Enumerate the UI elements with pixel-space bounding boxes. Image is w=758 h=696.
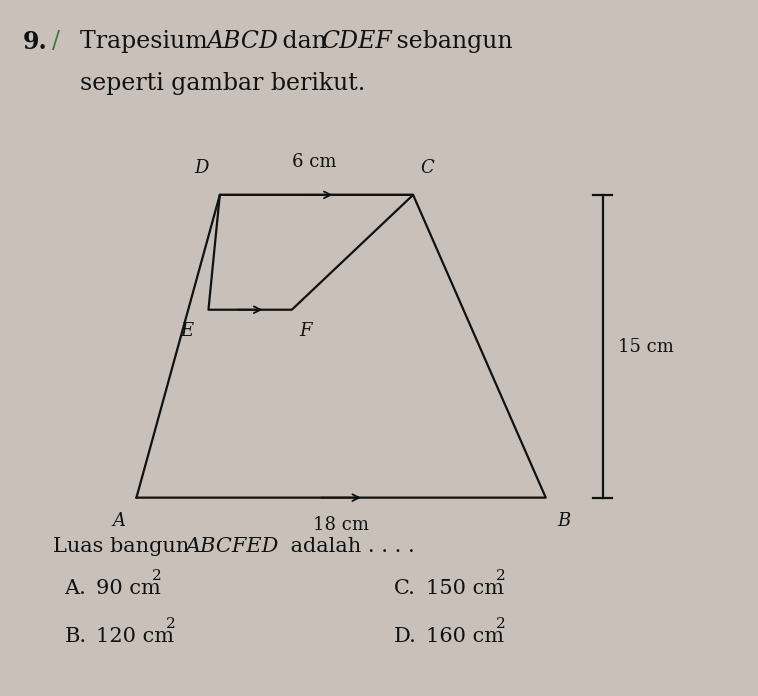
Text: 2: 2 — [166, 617, 176, 631]
Text: 160 cm: 160 cm — [426, 627, 504, 647]
Text: adalah . . . .: adalah . . . . — [284, 537, 415, 556]
Text: E: E — [180, 322, 193, 340]
Text: 9.: 9. — [23, 30, 47, 54]
Text: /: / — [52, 30, 60, 54]
Text: 2: 2 — [152, 569, 162, 583]
Text: sebangun: sebangun — [389, 30, 512, 54]
Text: ABCD: ABCD — [207, 30, 279, 54]
Text: Trapesium: Trapesium — [80, 30, 215, 54]
Text: dan: dan — [275, 30, 334, 54]
Text: 150 cm: 150 cm — [426, 578, 504, 598]
Text: seperti gambar berikut.: seperti gambar berikut. — [80, 72, 365, 95]
Text: 120 cm: 120 cm — [96, 627, 174, 647]
Text: B: B — [557, 512, 570, 530]
Text: A: A — [112, 512, 125, 530]
Text: 90 cm: 90 cm — [96, 578, 161, 598]
Text: ABCFED: ABCFED — [186, 537, 279, 556]
Text: 18 cm: 18 cm — [313, 516, 369, 535]
Text: B.: B. — [64, 627, 86, 647]
Text: C: C — [421, 159, 434, 177]
Text: D.: D. — [394, 627, 417, 647]
Text: Luas bangun: Luas bangun — [53, 537, 196, 556]
Text: 2: 2 — [496, 617, 506, 631]
Text: 2: 2 — [496, 569, 506, 583]
Text: 6 cm: 6 cm — [293, 152, 337, 171]
Text: CDEF: CDEF — [321, 30, 391, 54]
Text: A.: A. — [64, 578, 86, 598]
Text: 15 cm: 15 cm — [618, 338, 674, 356]
Text: F: F — [299, 322, 312, 340]
Text: D: D — [194, 159, 208, 177]
Text: C.: C. — [394, 578, 416, 598]
